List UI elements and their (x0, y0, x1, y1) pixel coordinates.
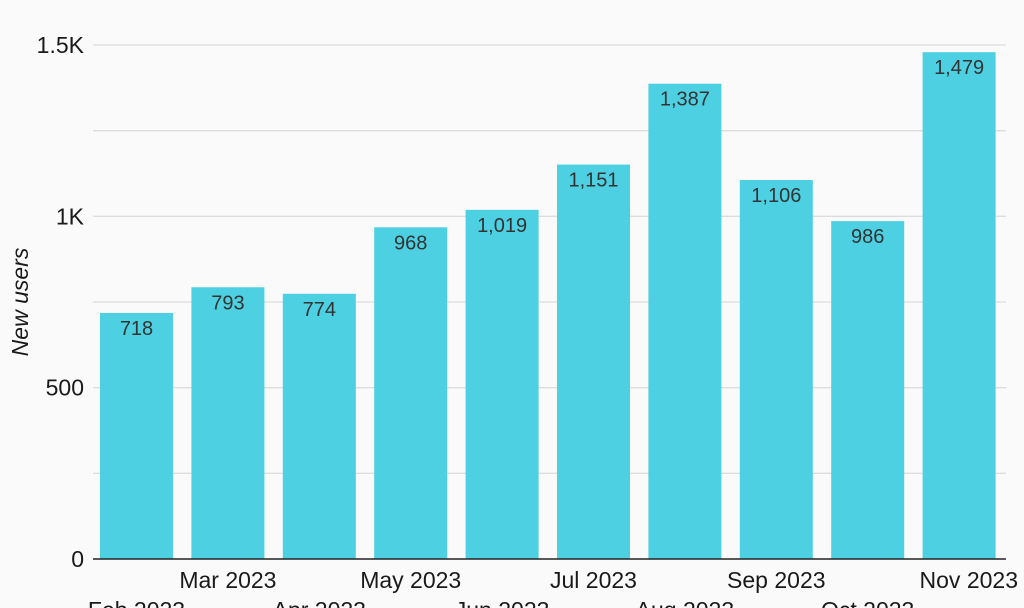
data-label: 1,151 (568, 170, 618, 192)
x-tick-label: Apr 2023 (273, 597, 366, 608)
data-label: 793 (211, 292, 244, 314)
x-tick-label: Jun 2023 (455, 597, 550, 608)
data-label: 718 (120, 318, 153, 340)
x-tick-label: Nov 2023 (920, 567, 1018, 593)
data-label: 1,387 (660, 89, 710, 111)
y-axis-ticks: 0 500 1K 1.5K (37, 32, 85, 572)
x-tick-label: Oct 2023 (821, 597, 914, 608)
data-label: 986 (851, 226, 884, 248)
bar (282, 293, 356, 559)
bar (739, 180, 813, 559)
y-tick-label: 500 (46, 375, 84, 401)
bar (465, 209, 539, 559)
x-tick-label: Jul 2023 (550, 567, 637, 593)
y-tick-label: 0 (71, 546, 84, 572)
bar (191, 287, 265, 559)
x-tick-label: Mar 2023 (179, 567, 276, 593)
y-axis-label: New users (7, 247, 33, 356)
bar (922, 52, 996, 560)
x-tick-label: May 2023 (360, 567, 461, 593)
bar (557, 164, 630, 559)
y-tick-label: 1.5K (37, 32, 85, 58)
x-tick-label: Aug 2023 (636, 597, 734, 608)
y-tick-label: 1K (56, 203, 85, 229)
data-label: 774 (303, 299, 336, 321)
x-axis-ticks: Feb 2023 Mar 2023 Apr 2023 May 2023 Jun 2023… (88, 567, 1018, 608)
data-label: 1,479 (934, 57, 984, 79)
data-label: 1,019 (477, 215, 527, 237)
data-label: 1,106 (751, 185, 801, 207)
bar (648, 83, 722, 559)
bars (100, 52, 996, 560)
data-labels: 718 793 774 968 1,019 1,151 1,387 1,106 986 1,479 (120, 57, 984, 340)
x-tick-label: Sep 2023 (727, 567, 825, 593)
data-label: 968 (394, 232, 427, 254)
bar (100, 312, 173, 559)
x-tick-label: Feb 2023 (88, 597, 185, 608)
bar (374, 227, 448, 560)
bar (831, 221, 905, 559)
